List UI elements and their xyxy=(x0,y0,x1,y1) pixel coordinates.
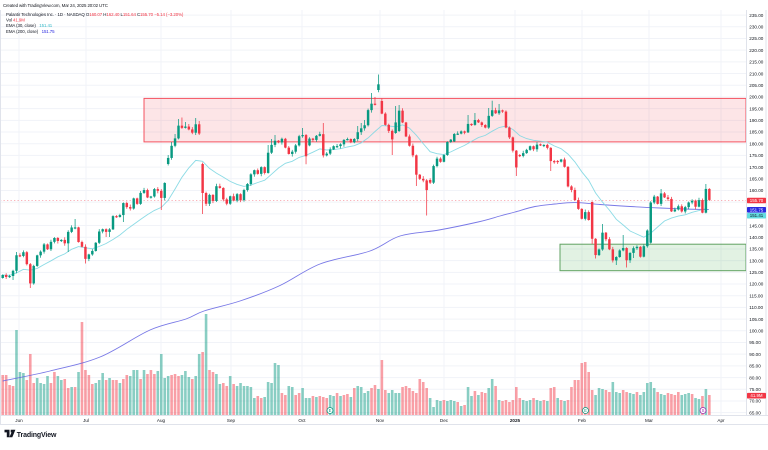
svg-text:220.00: 220.00 xyxy=(749,48,763,53)
svg-text:185.00: 185.00 xyxy=(749,130,763,135)
svg-text:165.00: 165.00 xyxy=(749,176,763,181)
svg-text:65.00: 65.00 xyxy=(749,410,761,415)
svg-text:EMA (30, close) 151.41: EMA (30, close) 151.41 xyxy=(6,23,53,28)
svg-text:160.00: 160.00 xyxy=(749,188,763,193)
svg-text:225.00: 225.00 xyxy=(749,36,763,41)
svg-text:180.00: 180.00 xyxy=(749,141,763,146)
svg-text:195.00: 195.00 xyxy=(749,106,763,111)
svg-text:151.75: 151.75 xyxy=(750,207,764,212)
svg-text:115.00: 115.00 xyxy=(749,293,763,298)
svg-text:235.00: 235.00 xyxy=(749,13,763,18)
svg-text:Sep: Sep xyxy=(227,418,236,423)
svg-text:75.00: 75.00 xyxy=(749,387,761,392)
svg-text:S: S xyxy=(702,408,705,413)
svg-text:Jun: Jun xyxy=(15,418,23,423)
svg-text:Nov: Nov xyxy=(376,418,385,423)
svg-text:Apr: Apr xyxy=(717,418,725,423)
svg-text:E: E xyxy=(584,408,587,413)
svg-text:215.00: 215.00 xyxy=(749,60,763,65)
svg-text:Mar: Mar xyxy=(645,418,653,423)
svg-text:140.00: 140.00 xyxy=(749,235,763,240)
svg-text:95.00: 95.00 xyxy=(749,340,761,345)
svg-text:EMA (200, close) 151.75: EMA (200, close) 151.75 xyxy=(6,29,55,34)
svg-text:Palantir Technologies Inc. · 1: Palantir Technologies Inc. · 1D · NASDAQ… xyxy=(6,12,184,17)
svg-text:100.00: 100.00 xyxy=(749,329,763,334)
svg-text:230.00: 230.00 xyxy=(749,24,763,29)
svg-text:151.41: 151.41 xyxy=(750,213,764,218)
svg-text:TradingView: TradingView xyxy=(17,432,57,439)
svg-text:Jul: Jul xyxy=(83,418,89,423)
svg-text:145.00: 145.00 xyxy=(749,223,763,228)
svg-text:170.00: 170.00 xyxy=(749,165,763,170)
svg-text:Dec: Dec xyxy=(440,418,449,423)
svg-text:41.9M: 41.9M xyxy=(750,393,763,398)
svg-text:135.00: 135.00 xyxy=(749,247,763,252)
svg-text:Aug: Aug xyxy=(157,418,166,423)
svg-text:175.00: 175.00 xyxy=(749,153,763,158)
svg-text:110.00: 110.00 xyxy=(749,305,763,310)
svg-text:210.00: 210.00 xyxy=(749,71,763,76)
svg-text:90.00: 90.00 xyxy=(749,352,761,357)
svg-text:Vol 41.9M: Vol 41.9M xyxy=(6,18,25,23)
svg-text:120.00: 120.00 xyxy=(749,282,763,287)
svg-text:70.00: 70.00 xyxy=(749,399,761,404)
svg-text:190.00: 190.00 xyxy=(749,118,763,123)
svg-text:105.00: 105.00 xyxy=(749,317,763,322)
svg-text:85.00: 85.00 xyxy=(749,364,761,369)
svg-text:Feb: Feb xyxy=(578,418,586,423)
svg-text:130.00: 130.00 xyxy=(749,258,763,263)
svg-text:125.00: 125.00 xyxy=(749,270,763,275)
svg-text:Oct: Oct xyxy=(298,418,306,423)
svg-text:200.00: 200.00 xyxy=(749,95,763,100)
svg-text:80.00: 80.00 xyxy=(749,375,761,380)
svg-text:205.00: 205.00 xyxy=(749,83,763,88)
svg-text:155.70: 155.70 xyxy=(750,198,764,203)
svg-text:E: E xyxy=(329,408,332,413)
svg-text:2025: 2025 xyxy=(510,418,521,423)
svg-text:Created with TradingView.com,: Created with TradingView.com, Mar 24, 20… xyxy=(3,3,108,8)
